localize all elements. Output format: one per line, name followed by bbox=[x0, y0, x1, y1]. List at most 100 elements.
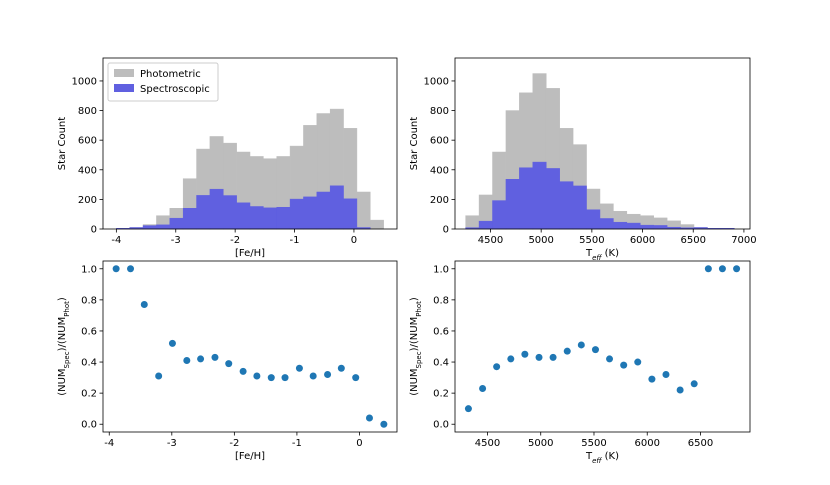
hist-bar bbox=[343, 198, 358, 230]
y-tick-label: 1000 bbox=[72, 76, 97, 87]
y-tick-label: 0.4 bbox=[433, 358, 449, 369]
x-axis-label: [Fe/H] bbox=[235, 451, 265, 462]
y-tick-label: 0 bbox=[443, 225, 449, 236]
y-axis-label-part: (NUM bbox=[409, 368, 420, 395]
scatter-point bbox=[140, 301, 148, 309]
y-tick-label: 0.0 bbox=[433, 420, 449, 431]
legend-frame bbox=[107, 62, 219, 102]
x-axis-label: Teff (K) bbox=[585, 451, 619, 465]
y-tick-label: 0.8 bbox=[433, 295, 449, 306]
y-tick-label: 200 bbox=[78, 195, 97, 206]
scatter-point bbox=[591, 346, 599, 354]
y-tick-label: 0 bbox=[91, 225, 97, 236]
x-tick-label: 5500 bbox=[579, 235, 604, 246]
scatter-point bbox=[648, 375, 656, 383]
scatter-point bbox=[211, 353, 219, 361]
hist-bar bbox=[236, 202, 251, 230]
x-tick-label: 5000 bbox=[528, 235, 553, 246]
x-tick-label: 7000 bbox=[731, 235, 756, 246]
scatter-point bbox=[704, 265, 712, 273]
scatter-point bbox=[168, 339, 176, 347]
scatter-point bbox=[309, 372, 317, 380]
hist-bar bbox=[465, 215, 480, 230]
hist-bar bbox=[289, 198, 304, 230]
hist-bar bbox=[626, 222, 641, 230]
scatter-point bbox=[577, 341, 585, 349]
hist-bar bbox=[532, 161, 547, 230]
scatter-point bbox=[493, 363, 501, 371]
y-tick-label: 0.2 bbox=[433, 389, 449, 400]
x-tick-label: 0 bbox=[356, 438, 362, 449]
scatter-point bbox=[352, 374, 360, 382]
x-tick-label: -1 bbox=[292, 438, 302, 449]
x-axis-label-part: T bbox=[585, 248, 593, 259]
axes-frame bbox=[454, 57, 751, 230]
scatter-point bbox=[507, 355, 515, 363]
axes-frame bbox=[102, 260, 398, 433]
y-tick-label: 0.2 bbox=[81, 389, 97, 400]
hist-bar bbox=[519, 167, 534, 230]
hist-bar bbox=[249, 206, 264, 230]
y-tick-label: 600 bbox=[430, 136, 449, 147]
scatter-point bbox=[634, 358, 642, 366]
hist-bar bbox=[142, 225, 157, 230]
x-axis-label-part: eff bbox=[592, 254, 602, 262]
y-tick-label: 0.6 bbox=[81, 326, 97, 337]
hist-bar bbox=[559, 181, 574, 230]
hist-bar bbox=[156, 224, 171, 230]
scatter-point bbox=[380, 420, 388, 428]
axes-frame bbox=[454, 260, 751, 433]
y-axis-label-part: Spec bbox=[63, 351, 71, 368]
x-tick-label: -2 bbox=[230, 235, 240, 246]
hist-bar bbox=[316, 191, 331, 230]
legend-swatch bbox=[114, 84, 134, 92]
hist-bar bbox=[586, 209, 601, 230]
hist-bar bbox=[505, 179, 520, 230]
x-tick-label: -4 bbox=[111, 235, 121, 246]
scatter-point bbox=[267, 374, 275, 382]
y-tick-label: 800 bbox=[78, 106, 97, 117]
scatter-point bbox=[676, 386, 684, 394]
scatter-point bbox=[239, 367, 247, 375]
y-axis-label-part: )/(NUM bbox=[57, 317, 68, 352]
x-axis-label-part: T bbox=[585, 451, 593, 462]
x-tick-label: 4500 bbox=[475, 438, 500, 449]
y-axis-label-part: Phot bbox=[415, 301, 423, 317]
x-axis-label-part: eff bbox=[592, 457, 602, 465]
hist-bar bbox=[329, 185, 344, 230]
scatter-point bbox=[606, 355, 614, 363]
scatter-point bbox=[183, 356, 191, 364]
y-axis-label-part: )/(NUM bbox=[409, 317, 420, 352]
hist-bar bbox=[640, 224, 654, 230]
legend-label: Spectroscopic bbox=[140, 84, 210, 95]
y-tick-label: 0.4 bbox=[81, 358, 97, 369]
scatter-point bbox=[620, 361, 628, 369]
y-axis-label-part: ) bbox=[57, 297, 68, 301]
hist-bar bbox=[209, 188, 224, 230]
hist-bar bbox=[196, 195, 211, 230]
y-axis-label-part: ) bbox=[409, 297, 420, 301]
x-tick-label: 6000 bbox=[635, 438, 660, 449]
y-tick-label: 0.6 bbox=[433, 326, 449, 337]
scatter-point bbox=[253, 372, 261, 380]
x-tick-label: 5500 bbox=[581, 438, 606, 449]
legend-label: Photometric bbox=[140, 69, 201, 80]
hist-bar bbox=[263, 207, 277, 230]
hist-bar bbox=[572, 185, 587, 230]
scatter-point bbox=[535, 353, 543, 361]
hist-bar bbox=[545, 168, 560, 230]
x-tick-label: -3 bbox=[167, 438, 177, 449]
hist-bar bbox=[356, 191, 371, 230]
x-axis-label: [Fe/H] bbox=[235, 248, 265, 259]
y-axis-label: Star Count bbox=[409, 117, 420, 170]
scatter-point bbox=[337, 364, 345, 372]
scatter-point bbox=[733, 265, 741, 273]
y-tick-label: 400 bbox=[430, 165, 449, 176]
x-tick-label: -4 bbox=[104, 438, 114, 449]
scatter-point bbox=[197, 355, 205, 363]
y-tick-label: 400 bbox=[78, 165, 97, 176]
x-axis-label-part: (K) bbox=[601, 451, 619, 462]
scatter-point bbox=[281, 374, 289, 382]
hist-bar bbox=[223, 195, 237, 230]
y-tick-label: 800 bbox=[430, 106, 449, 117]
